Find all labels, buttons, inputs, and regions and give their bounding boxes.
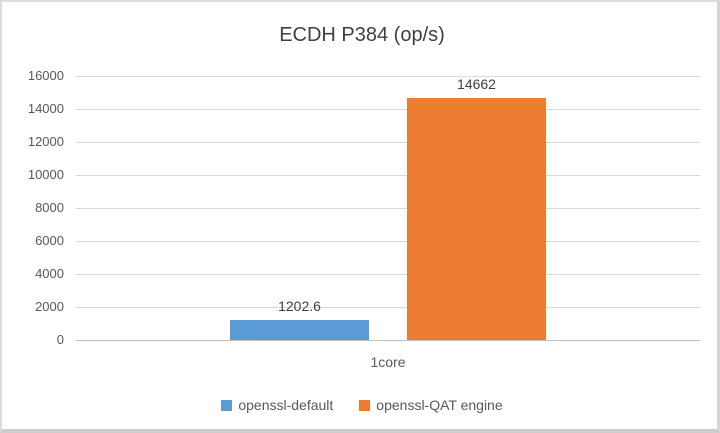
legend-label: openssl-default xyxy=(238,397,334,413)
gridline-8000 xyxy=(76,207,700,209)
gridline-16000 xyxy=(76,75,700,77)
legend-label: openssl-QAT engine xyxy=(376,397,503,413)
gridline-0 xyxy=(76,339,700,341)
x-axis-category-label: 1core xyxy=(370,354,406,370)
y-tick-label-8000: 8000 xyxy=(35,200,64,215)
gridline-4000 xyxy=(76,273,700,275)
data-label-openssl-QAT engine: 14662 xyxy=(457,76,496,92)
legend-item-openssl-QAT engine: openssl-QAT engine xyxy=(359,397,503,413)
y-tick-label-0: 0 xyxy=(56,332,64,347)
gridline-6000 xyxy=(76,240,700,242)
y-tick-label-10000: 10000 xyxy=(27,167,64,182)
y-tick-label-4000: 4000 xyxy=(35,266,64,281)
y-tick-label-16000: 16000 xyxy=(27,68,64,83)
y-tick-label-12000: 12000 xyxy=(27,134,64,149)
gridline-12000 xyxy=(76,141,700,143)
legend-swatch-icon xyxy=(359,399,371,411)
data-label-openssl-default: 1202.6 xyxy=(278,298,321,314)
gridline-14000 xyxy=(76,108,700,110)
legend-swatch-icon xyxy=(221,399,233,411)
plot-area: 1202.6 14662 xyxy=(76,75,700,341)
gridline-2000 xyxy=(76,306,700,308)
y-tick-label-14000: 14000 xyxy=(27,101,64,116)
bar-openssl-QAT engine xyxy=(407,98,546,340)
y-tick-label-6000: 6000 xyxy=(35,233,64,248)
chart-title: ECDH P384 (op/s) xyxy=(279,24,445,46)
y-tick-label-2000: 2000 xyxy=(35,299,64,314)
legend-item-openssl-default: openssl-default xyxy=(221,397,333,413)
legend: openssl-default openssl-QAT engine xyxy=(2,397,720,413)
gridline-10000 xyxy=(76,174,700,176)
bar-openssl-default xyxy=(230,320,369,340)
